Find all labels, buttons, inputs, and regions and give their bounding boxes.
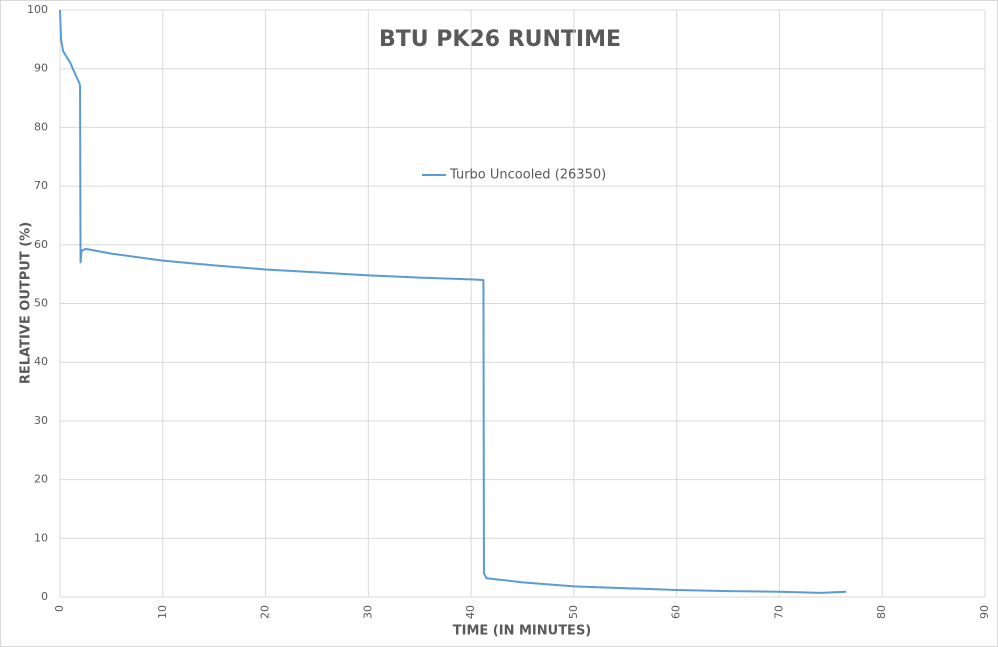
x-tick-label: 50 [567, 605, 580, 619]
y-tick-label: 80 [34, 120, 48, 133]
data-line [59, 9, 847, 594]
x-tick-label: 80 [875, 605, 888, 619]
y-tick-label: 40 [34, 355, 48, 368]
x-tick-label: 30 [361, 605, 374, 619]
x-tick-label: 0 [53, 605, 66, 612]
y-axis-title: RELATIVE OUTPUT (%) [19, 222, 34, 384]
y-tick-label: 60 [34, 238, 48, 251]
x-tick-label: 60 [670, 605, 683, 619]
y-tick-label: 50 [34, 297, 48, 310]
y-tick-label: 20 [34, 473, 48, 486]
y-tick-label: 0 [41, 590, 48, 603]
x-tick-label: 10 [156, 605, 169, 619]
y-tick-label: 10 [34, 531, 48, 544]
x-tick-label: 90 [978, 605, 991, 619]
chart-title: BTU PK26 RUNTIME [379, 27, 621, 52]
x-tick-label: 40 [464, 605, 477, 619]
y-tick-label: 90 [34, 62, 48, 75]
x-tick-label: 20 [259, 605, 272, 619]
legend-label: Turbo Uncooled (26350) [449, 168, 606, 183]
y-tick-label: 30 [34, 414, 48, 427]
y-tick-label: 70 [34, 179, 48, 192]
x-tick-label: 70 [772, 605, 785, 619]
y-tick-label: 100 [27, 3, 48, 16]
x-axis-title: TIME (IN MINUTES) [453, 624, 592, 639]
